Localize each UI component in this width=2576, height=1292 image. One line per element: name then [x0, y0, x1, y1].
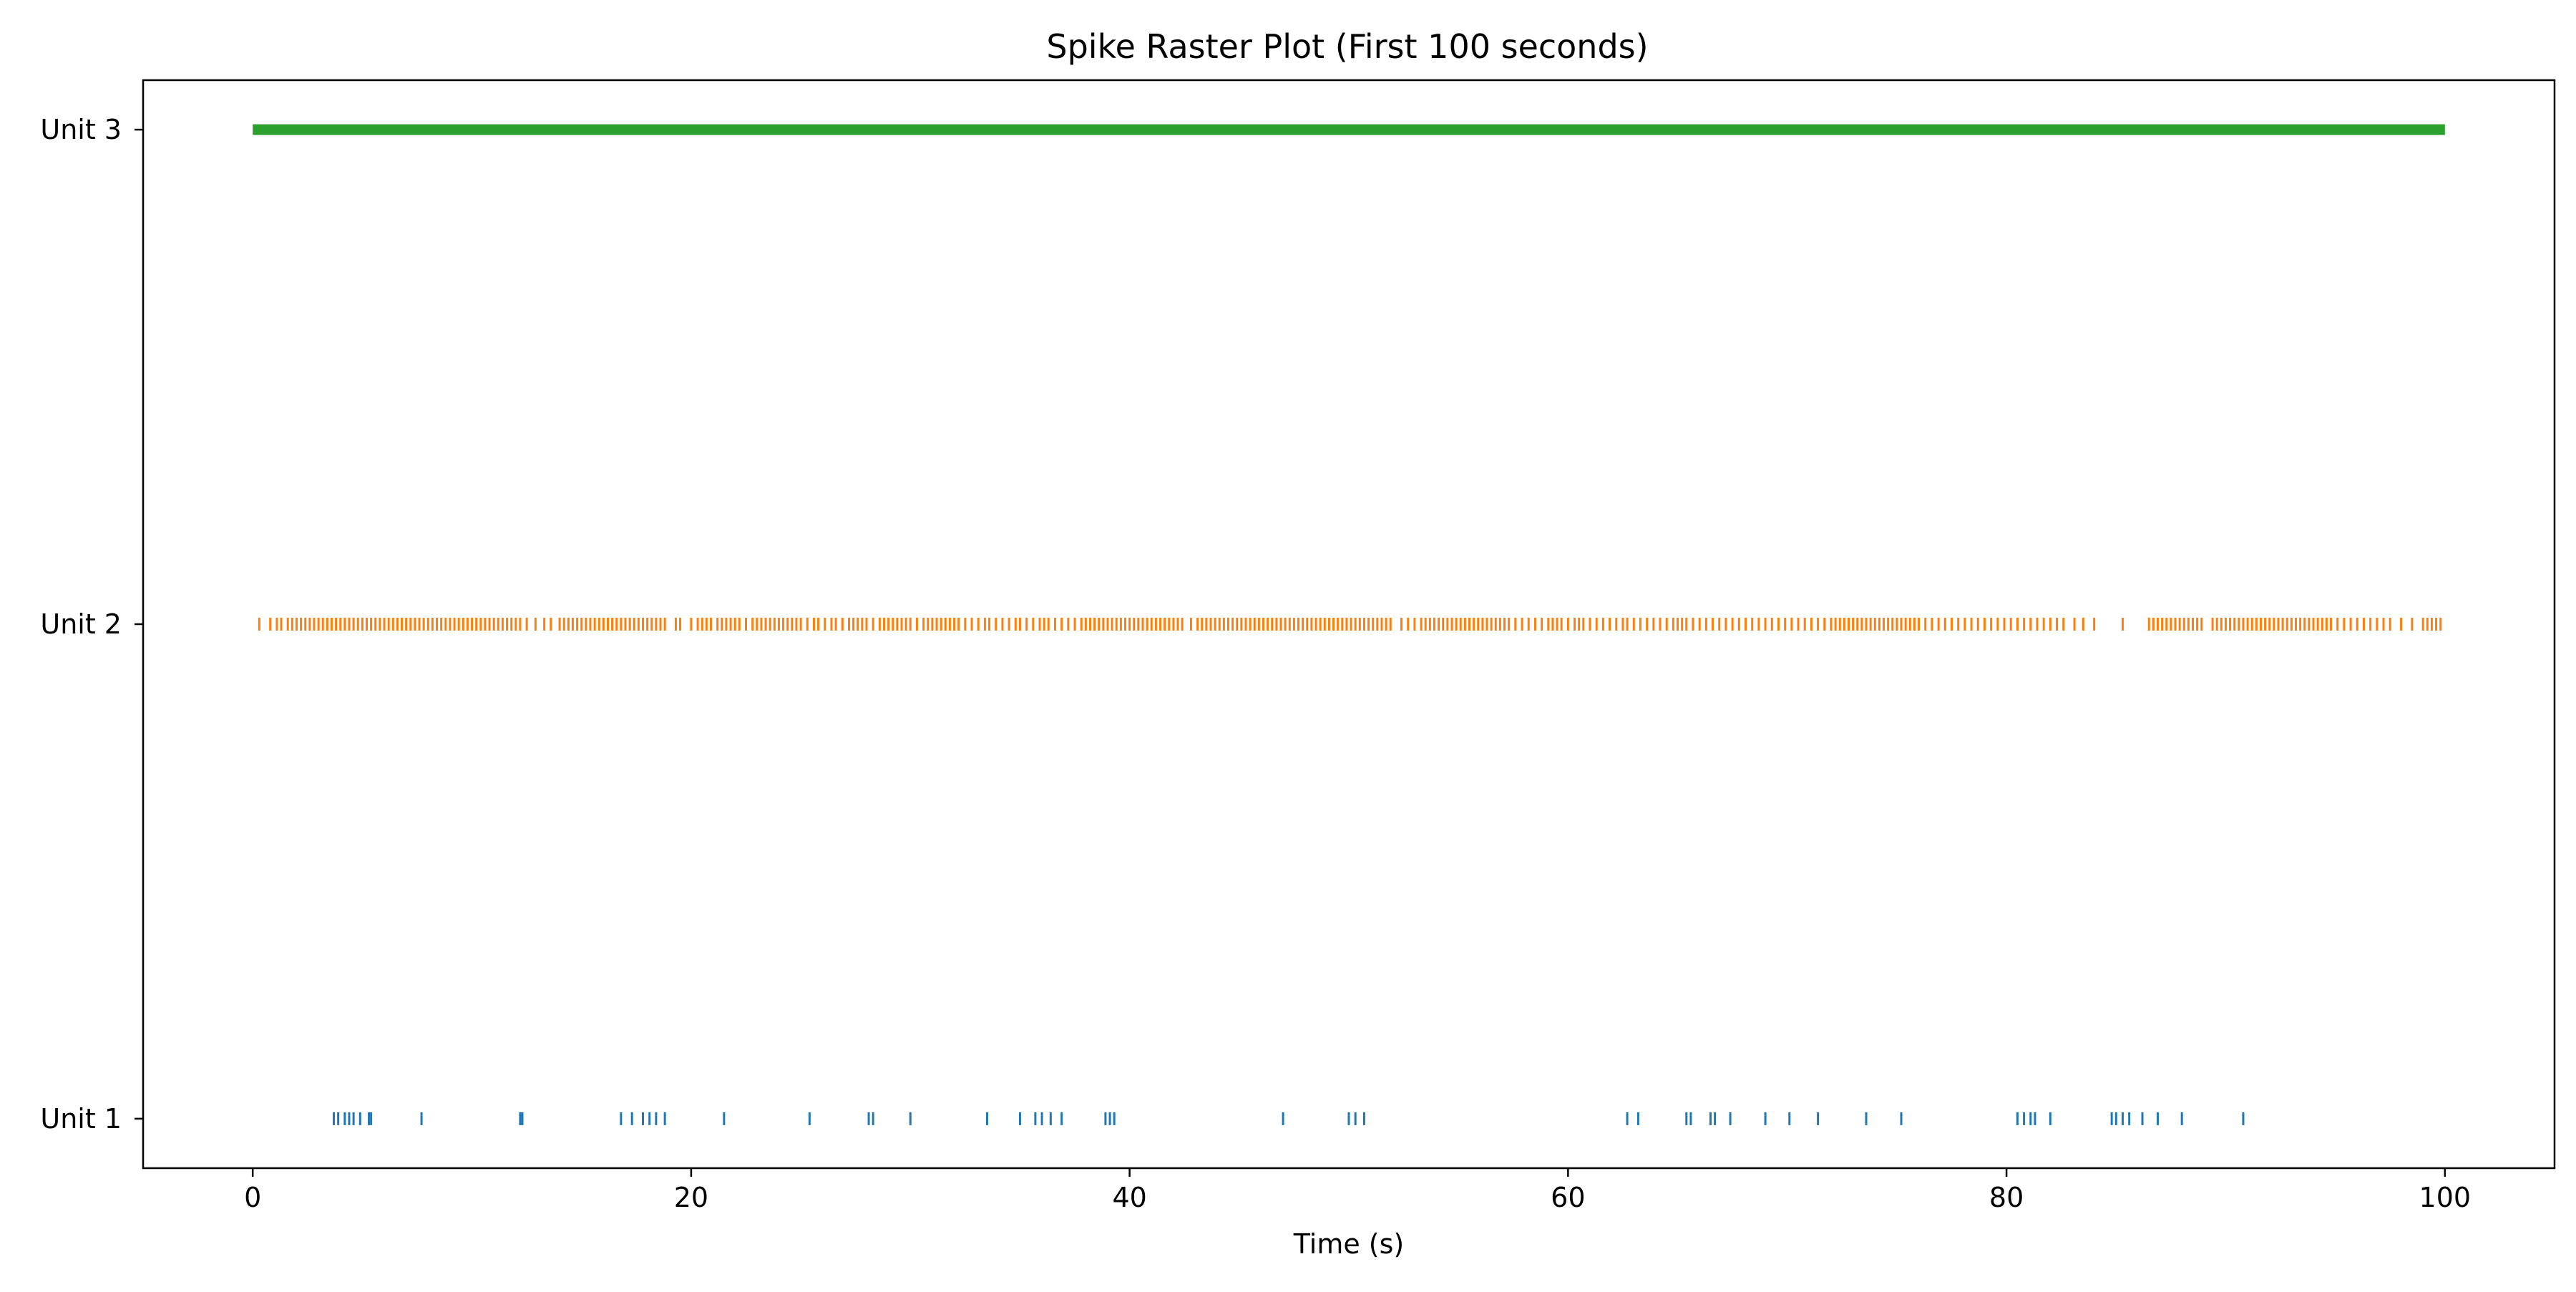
- x-tick-label: 80: [1989, 1182, 2024, 1213]
- x-tick-label: 100: [2419, 1182, 2472, 1213]
- series-unit-2: [258, 618, 2442, 631]
- y-tick-label-unit-1: Unit 1: [40, 1103, 122, 1135]
- chart-title: Spike Raster Plot (First 100 seconds): [1046, 27, 1648, 66]
- series-unit-1: [333, 1112, 2245, 1125]
- x-tick-label: 20: [674, 1182, 708, 1213]
- x-tick-label: 60: [1551, 1182, 1585, 1213]
- y-tick-label-unit-2: Unit 2: [40, 608, 122, 640]
- y-tick-label-unit-3: Unit 3: [40, 114, 122, 145]
- axes-layer: 0 20 40 60 80 100 Unit 1 Unit 2 Unit 3: [40, 114, 2471, 1213]
- x-axis-label: Time (s): [1293, 1228, 1405, 1260]
- x-tick-label: 0: [244, 1182, 261, 1213]
- x-tick-label: 40: [1112, 1182, 1146, 1213]
- plot-marks: [253, 124, 2445, 1125]
